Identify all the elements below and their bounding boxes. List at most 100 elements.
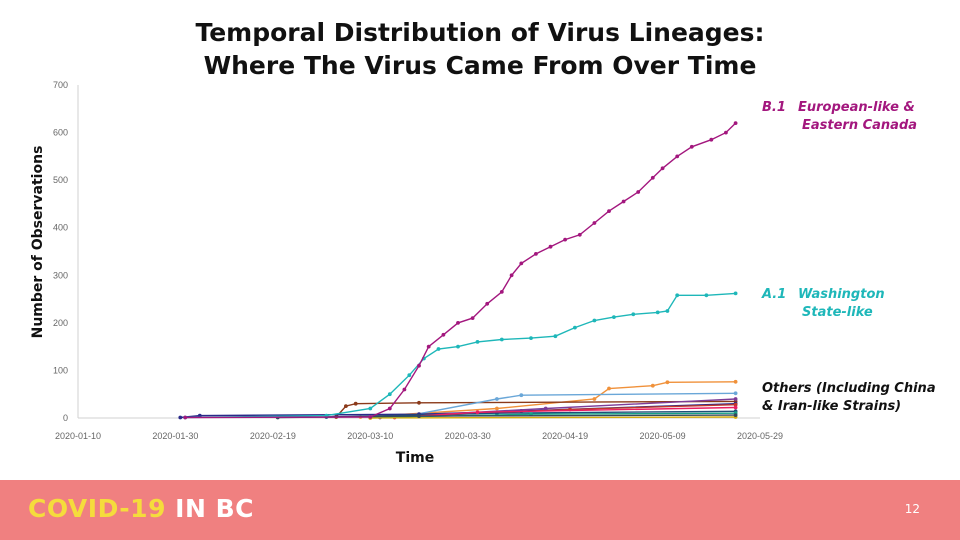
series-a1-point (573, 325, 577, 330)
other-series-3-point (733, 391, 738, 396)
y-tick-label: 600 (53, 128, 68, 138)
series-b1-point (709, 137, 714, 142)
other-series-4-point (197, 413, 202, 418)
y-tick-label: 0 (63, 413, 68, 423)
series-b1-point (387, 406, 392, 411)
page-number: 12 (904, 502, 920, 516)
series-a1-point (733, 291, 738, 296)
series-a1-point (456, 344, 460, 349)
series-b1-point (621, 199, 626, 204)
other-series-1-point (665, 380, 670, 385)
series-b1-point (485, 301, 490, 306)
other-series-8-point (733, 405, 738, 410)
x-tick-label: 2020-01-10 (55, 431, 101, 441)
x-axis-title: Time (396, 450, 434, 466)
chart-axes: 0 100 200 300 400 500 600 700 2020-01-10 2020-01-… (30, 80, 783, 466)
series-a1-point (631, 312, 636, 317)
other-series-6-point (733, 397, 738, 401)
series-a1-point (387, 392, 392, 397)
series-a1-point (665, 309, 670, 313)
series-b1-point (183, 415, 188, 420)
series-b1-point (426, 344, 431, 349)
brand-part1: COVID-19 (28, 494, 166, 523)
other-series-11-point (733, 413, 738, 417)
series-a1-point (612, 315, 616, 319)
label-others-line2: & Iran-like Strains) (762, 399, 901, 414)
label-a1-desc1: Washington (798, 287, 885, 302)
series-a1-point (553, 334, 558, 339)
series-b1-point (636, 190, 641, 194)
series-a1-point (675, 293, 680, 298)
y-tick-label: 500 (53, 175, 68, 185)
series-b1-line (185, 122, 737, 419)
other-series-3-point (495, 397, 499, 401)
y-tick-label: 200 (53, 318, 68, 328)
label-b1-line2: Eastern Canada (802, 118, 917, 133)
series-b1-point (607, 209, 611, 214)
series-labels: B.1 European-like & Eastern Canada A.1 Washi… (761, 100, 936, 414)
x-tick-label: 2020-03-10 (347, 431, 393, 441)
series-b1-point (402, 387, 407, 392)
x-tick-label: 2020-02-19 (250, 431, 296, 441)
chart-title-line1: Temporal Distribution of Virus Lineages: (195, 18, 765, 47)
other-series-8-point (475, 410, 480, 415)
other-series-1-point (607, 386, 611, 391)
other-series-1-point (592, 397, 597, 401)
series-b1-point (368, 415, 373, 419)
series-a1-point (436, 347, 441, 351)
other-series-1-point (495, 406, 499, 411)
x-tick-label: 2020-05-09 (640, 431, 686, 441)
other-series-2-point (417, 400, 421, 405)
y-tick-label: 400 (53, 223, 68, 233)
other-series-4-point (178, 415, 183, 420)
other-series-3-point (519, 393, 524, 398)
series-b1-point (441, 332, 446, 337)
other-series-11-point (417, 414, 421, 418)
series-b1-point (548, 244, 553, 249)
brand-part2: IN BC (165, 494, 255, 523)
series-b1-point (724, 130, 728, 135)
series-a1-point (499, 337, 504, 342)
series-b1-point (519, 261, 524, 266)
series-a1-point (529, 336, 533, 340)
x-tick-label: 2020-01-30 (152, 431, 198, 441)
label-a1-line1: A.1 Washington (761, 287, 885, 302)
x-tick-label: 2020-04-19 (542, 431, 588, 441)
label-b1-lineage: B.1 (762, 100, 786, 115)
other-series-10-line (370, 416, 736, 419)
series-b1-point (499, 290, 504, 294)
label-others-line1: Others (Including China (762, 381, 936, 396)
line-chart: 0 100 200 300 400 500 600 700 2020-01-10 2020-01-… (30, 80, 936, 466)
series-b1-point (563, 237, 567, 242)
chart-title-line2: Where The Virus Came From Over Time (203, 51, 757, 80)
series-a1-point (704, 293, 709, 298)
x-tick-label: 2020-03-30 (445, 431, 491, 441)
series-a1-point (475, 340, 480, 344)
other-series-2-point (353, 401, 358, 406)
label-b1-desc1: European-like & (798, 100, 915, 115)
y-axis-title: Number of Observations (30, 146, 46, 339)
series-b1-point (534, 252, 538, 256)
x-tick-label: 2020-05-29 (737, 431, 783, 441)
chart-title: Temporal Distribution of Virus Lineages:… (0, 16, 960, 82)
other-series-1-point (733, 379, 738, 384)
other-series-1-point (650, 383, 655, 388)
series-a1-point (592, 318, 597, 323)
series-b1-point (456, 321, 460, 325)
other-series-5-point (733, 402, 738, 407)
series-b1-point (675, 154, 680, 159)
other-series-2-point (344, 404, 348, 408)
other-series-3-line (409, 392, 736, 417)
series-b1-point (733, 121, 738, 125)
y-tick-label: 700 (53, 80, 68, 90)
series-b1-point (689, 144, 694, 149)
brand-logo: COVID-19 IN BC (28, 494, 254, 523)
series-a1-point (368, 406, 373, 411)
label-b1-line1: B.1 European-like & (762, 100, 915, 115)
series-b1-point (577, 232, 582, 237)
series-a1-line (185, 292, 736, 419)
y-tick-label: 300 (53, 270, 68, 280)
label-a1-line2: State-like (802, 305, 873, 320)
series-b1-point (660, 166, 665, 171)
label-a1-lineage: A.1 (761, 287, 786, 302)
